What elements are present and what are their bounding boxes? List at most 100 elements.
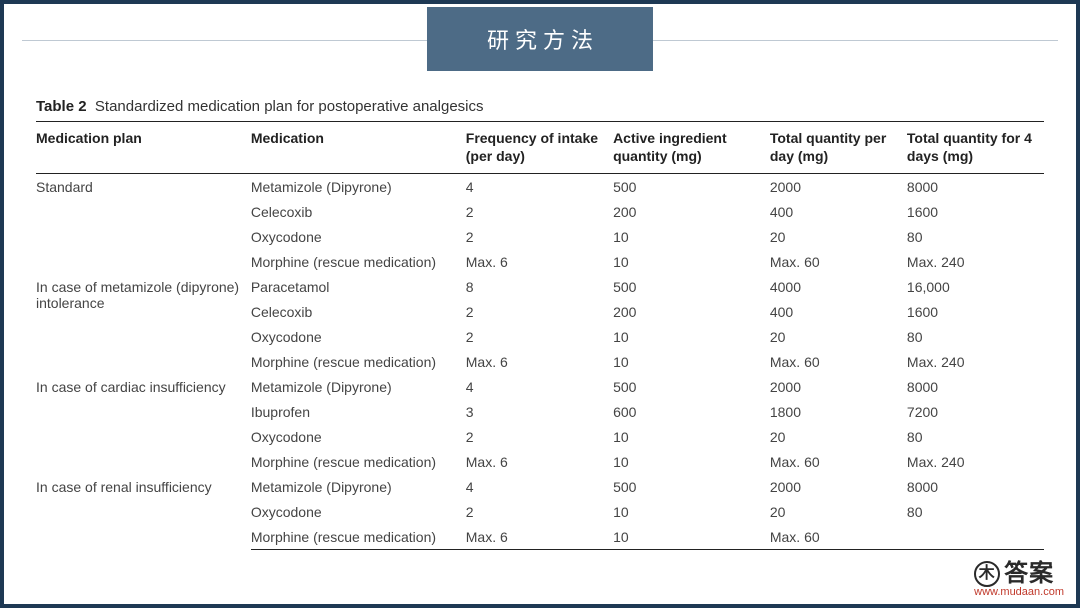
cell-active: 500 xyxy=(613,274,770,299)
watermark: 木 答案 www.mudaan.com xyxy=(974,561,1064,598)
table-caption-label: Table 2 xyxy=(36,98,87,115)
cell-perday: 2000 xyxy=(770,374,907,399)
cell-perday: 20 xyxy=(770,324,907,349)
medication-table: Medication plan Medication Frequency of … xyxy=(36,121,1044,550)
cell-perday: 2000 xyxy=(770,174,907,200)
col-header: Medication plan xyxy=(36,122,251,174)
cell-active: 10 xyxy=(613,499,770,524)
table-body: StandardMetamizole (Dipyrone)45002000800… xyxy=(36,174,1044,550)
cell-frequency: 4 xyxy=(466,474,613,499)
cell-medication: Morphine (rescue medication) xyxy=(251,249,466,274)
cell-for4days: 1600 xyxy=(907,299,1044,324)
header: 研究方法 xyxy=(4,4,1076,68)
cell-for4days: 80 xyxy=(907,499,1044,524)
col-header: Total quantity per day (mg) xyxy=(770,122,907,174)
cell-perday: 20 xyxy=(770,499,907,524)
cell-frequency: Max. 6 xyxy=(466,249,613,274)
content-region: Table 2 Standardized medication plan for… xyxy=(36,98,1044,550)
cell-for4days: 7200 xyxy=(907,399,1044,424)
cell-frequency: 2 xyxy=(466,299,613,324)
cell-active: 10 xyxy=(613,424,770,449)
cell-active: 500 xyxy=(613,474,770,499)
cell-medication: Oxycodone xyxy=(251,499,466,524)
cell-active: 10 xyxy=(613,349,770,374)
cell-medication: Oxycodone xyxy=(251,424,466,449)
cell-plan: Standard xyxy=(36,174,251,275)
cell-medication: Morphine (rescue medication) xyxy=(251,349,466,374)
page-title-badge: 研究方法 xyxy=(427,7,653,71)
cell-medication: Ibuprofen xyxy=(251,399,466,424)
cell-for4days: 16,000 xyxy=(907,274,1044,299)
cell-for4days: 80 xyxy=(907,424,1044,449)
cell-perday: 400 xyxy=(770,299,907,324)
table-caption: Table 2 Standardized medication plan for… xyxy=(36,98,1044,115)
cell-perday: Max. 60 xyxy=(770,449,907,474)
cell-active: 10 xyxy=(613,324,770,349)
col-header: Active ingredient quantity (mg) xyxy=(613,122,770,174)
cell-for4days: 8000 xyxy=(907,174,1044,200)
cell-plan: In case of metamizole (dipyrone) intoler… xyxy=(36,274,251,374)
cell-perday: 20 xyxy=(770,424,907,449)
cell-frequency: 2 xyxy=(466,199,613,224)
cell-active: 200 xyxy=(613,199,770,224)
cell-for4days xyxy=(907,524,1044,550)
cell-perday: 400 xyxy=(770,199,907,224)
cell-for4days: 8000 xyxy=(907,374,1044,399)
cell-active: 500 xyxy=(613,374,770,399)
cell-frequency: 3 xyxy=(466,399,613,424)
cell-frequency: Max. 6 xyxy=(466,349,613,374)
cell-medication: Morphine (rescue medication) xyxy=(251,449,466,474)
cell-medication: Metamizole (Dipyrone) xyxy=(251,374,466,399)
cell-perday: 4000 xyxy=(770,274,907,299)
table-row: In case of metamizole (dipyrone) intoler… xyxy=(36,274,1044,299)
cell-active: 10 xyxy=(613,449,770,474)
cell-for4days: Max. 240 xyxy=(907,249,1044,274)
cell-frequency: Max. 6 xyxy=(466,449,613,474)
cell-medication: Morphine (rescue medication) xyxy=(251,524,466,550)
cell-frequency: 8 xyxy=(466,274,613,299)
cell-frequency: 2 xyxy=(466,424,613,449)
cell-perday: Max. 60 xyxy=(770,524,907,550)
slide-frame: 研究方法 Table 2 Standardized medication pla… xyxy=(0,0,1080,608)
cell-active: 600 xyxy=(613,399,770,424)
cell-perday: 1800 xyxy=(770,399,907,424)
cell-medication: Metamizole (Dipyrone) xyxy=(251,174,466,200)
cell-medication: Oxycodone xyxy=(251,224,466,249)
table-row: In case of cardiac insufficiencyMetamizo… xyxy=(36,374,1044,399)
cell-frequency: 2 xyxy=(466,324,613,349)
cell-plan: In case of renal insufficiency xyxy=(36,474,251,550)
cell-frequency: 2 xyxy=(466,499,613,524)
cell-frequency: Max. 6 xyxy=(466,524,613,550)
cell-plan: In case of cardiac insufficiency xyxy=(36,374,251,474)
cell-frequency: 2 xyxy=(466,224,613,249)
cell-medication: Celecoxib xyxy=(251,299,466,324)
watermark-brand-text: 答案 xyxy=(1004,562,1054,586)
table-caption-text: Standardized medication plan for postope… xyxy=(95,98,484,115)
table-row: StandardMetamizole (Dipyrone)45002000800… xyxy=(36,174,1044,200)
col-header: Frequency of intake (per day) xyxy=(466,122,613,174)
cell-for4days: 80 xyxy=(907,324,1044,349)
cell-perday: 20 xyxy=(770,224,907,249)
cell-for4days: 1600 xyxy=(907,199,1044,224)
cell-frequency: 4 xyxy=(466,174,613,200)
table-header-row: Medication plan Medication Frequency of … xyxy=(36,122,1044,174)
cell-for4days: 8000 xyxy=(907,474,1044,499)
cell-active: 10 xyxy=(613,224,770,249)
watermark-logo-icon: 木 xyxy=(974,561,1000,587)
cell-medication: Paracetamol xyxy=(251,274,466,299)
cell-for4days: Max. 240 xyxy=(907,449,1044,474)
cell-medication: Oxycodone xyxy=(251,324,466,349)
watermark-url: www.mudaan.com xyxy=(974,587,1064,598)
cell-active: 10 xyxy=(613,524,770,550)
cell-perday: Max. 60 xyxy=(770,249,907,274)
table-row: In case of renal insufficiencyMetamizole… xyxy=(36,474,1044,499)
col-header: Medication xyxy=(251,122,466,174)
cell-for4days: 80 xyxy=(907,224,1044,249)
watermark-brand: 木 答案 xyxy=(974,561,1064,587)
cell-perday: Max. 60 xyxy=(770,349,907,374)
cell-active: 10 xyxy=(613,249,770,274)
cell-medication: Celecoxib xyxy=(251,199,466,224)
cell-active: 500 xyxy=(613,174,770,200)
col-header: Total quantity for 4 days (mg) xyxy=(907,122,1044,174)
cell-medication: Metamizole (Dipyrone) xyxy=(251,474,466,499)
